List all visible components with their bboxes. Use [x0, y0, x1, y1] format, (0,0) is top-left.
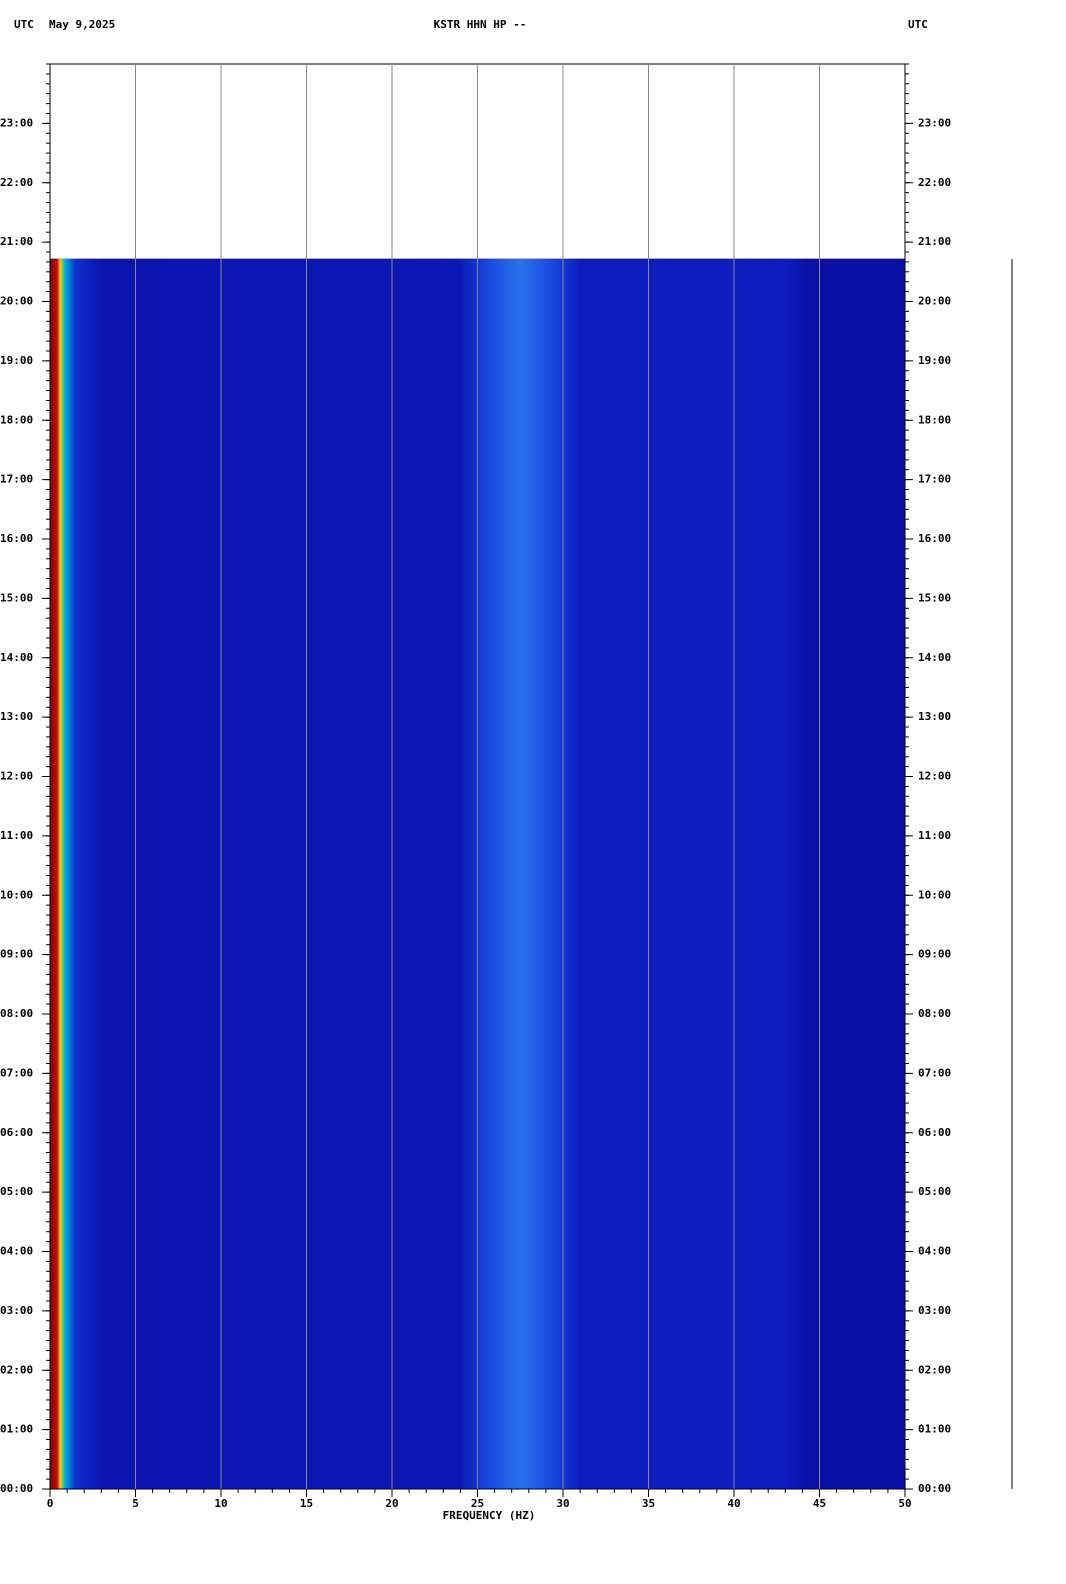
- header-left: UTC: [14, 18, 34, 31]
- x-tick-label: 45: [813, 1497, 826, 1510]
- y-tick-label-right: 22:00: [918, 176, 951, 189]
- y-tick-label: 17:00: [0, 473, 33, 486]
- date: May 9,2025: [49, 18, 115, 31]
- y-tick-label-right: 08:00: [918, 1007, 951, 1020]
- y-tick-label-right: 12:00: [918, 770, 951, 783]
- y-tick-label-right: 11:00: [918, 829, 951, 842]
- y-tick-label: 01:00: [0, 1423, 33, 1436]
- y-tick-label: 10:00: [0, 888, 33, 901]
- y-tick-label-right: 14:00: [918, 651, 951, 664]
- x-axis-label: FREQUENCY (HZ): [443, 1509, 536, 1522]
- chart-title: KSTR HHN HP --: [434, 18, 527, 31]
- y-tick-label-right: 10:00: [918, 888, 951, 901]
- y-tick-label: 00:00: [0, 1482, 33, 1495]
- y-tick-label-right: 19:00: [918, 354, 951, 367]
- y-tick-label-right: 09:00: [918, 948, 951, 961]
- y-tick-label-right: 17:00: [918, 473, 951, 486]
- y-tick-label-right: 02:00: [918, 1363, 951, 1376]
- y-tick-label: 02:00: [0, 1363, 33, 1376]
- x-tick-label: 0: [47, 1497, 54, 1510]
- x-tick-label: 40: [727, 1497, 740, 1510]
- y-tick-label: 05:00: [0, 1185, 33, 1198]
- y-tick-label-right: 16:00: [918, 532, 951, 545]
- y-tick-label-right: 21:00: [918, 235, 951, 248]
- y-tick-label: 06:00: [0, 1126, 33, 1139]
- y-tick-label: 18:00: [0, 413, 33, 426]
- y-tick-label: 11:00: [0, 829, 33, 842]
- header-right: UTC: [908, 18, 928, 31]
- y-tick-label-right: 03:00: [918, 1304, 951, 1317]
- y-tick-label-right: 15:00: [918, 591, 951, 604]
- y-tick-label: 04:00: [0, 1245, 33, 1258]
- x-tick-label: 5: [132, 1497, 139, 1510]
- y-tick-label: 16:00: [0, 532, 33, 545]
- y-tick-label-right: 01:00: [918, 1423, 951, 1436]
- y-tick-label-right: 20:00: [918, 295, 951, 308]
- x-tick-label: 50: [898, 1497, 911, 1510]
- y-tick-label-right: 00:00: [918, 1482, 951, 1495]
- x-tick-label: 20: [385, 1497, 398, 1510]
- y-tick-label: 15:00: [0, 591, 33, 604]
- y-tick-label: 21:00: [0, 235, 33, 248]
- y-tick-label: 08:00: [0, 1007, 33, 1020]
- y-tick-label: 03:00: [0, 1304, 33, 1317]
- y-tick-label-right: 04:00: [918, 1245, 951, 1258]
- y-tick-label-right: 18:00: [918, 413, 951, 426]
- y-tick-label: 22:00: [0, 176, 33, 189]
- y-tick-label: 20:00: [0, 295, 33, 308]
- x-tick-label: 15: [300, 1497, 313, 1510]
- y-tick-label-right: 06:00: [918, 1126, 951, 1139]
- x-tick-label: 30: [556, 1497, 569, 1510]
- y-tick-label: 07:00: [0, 1066, 33, 1079]
- y-tick-label: 12:00: [0, 770, 33, 783]
- x-tick-label: 25: [471, 1497, 484, 1510]
- y-tick-label: 09:00: [0, 948, 33, 961]
- y-tick-label: 13:00: [0, 710, 33, 723]
- x-tick-label: 10: [214, 1497, 227, 1510]
- y-tick-label-right: 23:00: [918, 116, 951, 129]
- y-tick-label-right: 05:00: [918, 1185, 951, 1198]
- x-tick-label: 35: [642, 1497, 655, 1510]
- y-tick-label: 23:00: [0, 116, 33, 129]
- y-tick-label: 14:00: [0, 651, 33, 664]
- y-tick-label-right: 07:00: [918, 1066, 951, 1079]
- y-tick-label-right: 13:00: [918, 710, 951, 723]
- y-tick-label: 19:00: [0, 354, 33, 367]
